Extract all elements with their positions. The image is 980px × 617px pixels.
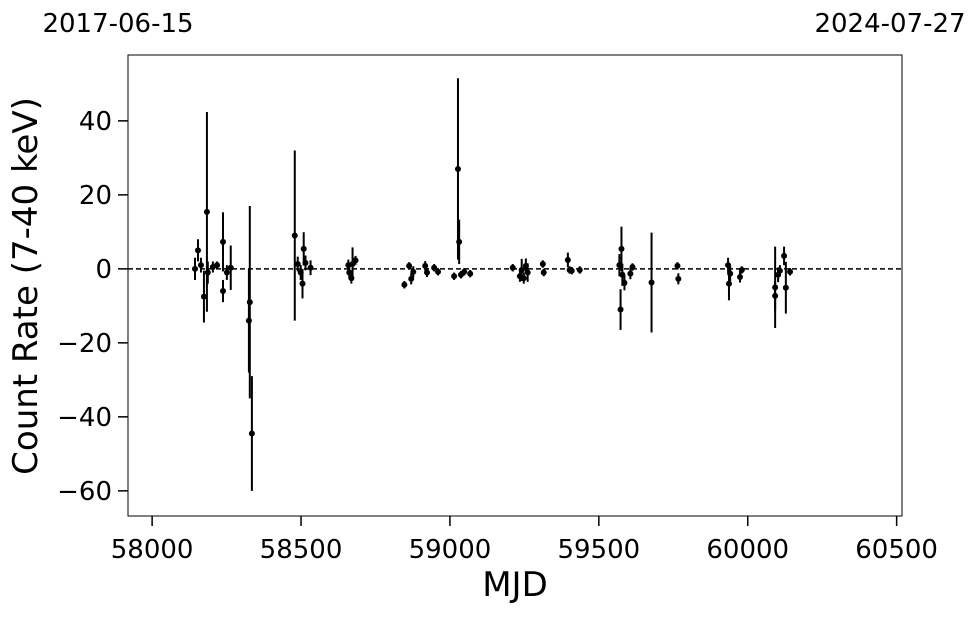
data-point bbox=[539, 261, 546, 268]
data-point bbox=[410, 268, 417, 275]
data-point bbox=[200, 293, 207, 300]
data-point bbox=[246, 299, 253, 306]
x-tick-label: 60000 bbox=[706, 535, 789, 565]
data-point bbox=[223, 269, 230, 276]
data-point bbox=[509, 264, 516, 271]
data-point bbox=[192, 265, 199, 272]
data-point bbox=[738, 266, 745, 273]
data-point bbox=[524, 269, 531, 276]
data-point bbox=[294, 261, 301, 268]
data-point bbox=[568, 267, 575, 274]
data-point bbox=[406, 262, 413, 269]
data-point bbox=[352, 257, 359, 264]
data-point bbox=[423, 269, 430, 276]
y-tick-label: 40 bbox=[79, 107, 112, 137]
data-point bbox=[422, 262, 429, 269]
data-point bbox=[727, 270, 734, 277]
data-point bbox=[576, 266, 583, 273]
data-point bbox=[307, 264, 314, 271]
data-point bbox=[675, 275, 682, 282]
data-point bbox=[618, 245, 625, 252]
x-tick-label: 60500 bbox=[855, 535, 938, 565]
plot-frame bbox=[127, 54, 903, 517]
data-point bbox=[674, 262, 681, 269]
data-point bbox=[781, 252, 788, 259]
data-point bbox=[461, 268, 468, 275]
data-point bbox=[725, 280, 732, 287]
data-point bbox=[648, 279, 655, 286]
data-point bbox=[299, 280, 306, 287]
data-point bbox=[248, 430, 255, 437]
data-point bbox=[203, 208, 210, 215]
data-point bbox=[401, 281, 408, 288]
data-point bbox=[227, 264, 234, 271]
top-date-label: 2017-06-15 bbox=[42, 9, 193, 39]
data-point bbox=[456, 238, 463, 245]
data-point bbox=[220, 288, 227, 295]
x-tick-label: 59000 bbox=[409, 535, 492, 565]
y-axis-label: Count Rate (7-40 keV) bbox=[6, 97, 46, 475]
data-point bbox=[776, 267, 783, 274]
data-point bbox=[220, 238, 227, 245]
y-tick-label: 0 bbox=[95, 255, 112, 285]
data-point bbox=[431, 264, 438, 271]
data-point bbox=[197, 262, 204, 269]
data-point bbox=[736, 273, 743, 280]
data-point bbox=[302, 259, 309, 266]
y-tick-label: 20 bbox=[79, 181, 112, 211]
data-point bbox=[629, 264, 636, 271]
data-point bbox=[451, 273, 458, 280]
data-point bbox=[627, 270, 634, 277]
x-tick-label: 58000 bbox=[111, 535, 194, 565]
data-point bbox=[204, 269, 211, 276]
data-point bbox=[214, 262, 221, 269]
data-point bbox=[300, 245, 307, 252]
top-date-label: 2024-07-27 bbox=[814, 9, 965, 39]
data-point bbox=[621, 279, 628, 286]
x-tick-label: 59500 bbox=[557, 535, 640, 565]
data-point bbox=[467, 270, 474, 277]
data-point bbox=[454, 165, 461, 172]
data-point bbox=[787, 268, 794, 275]
data-point bbox=[617, 306, 624, 313]
data-point bbox=[194, 247, 201, 254]
data-point bbox=[520, 275, 527, 282]
data-point bbox=[435, 268, 442, 275]
data-point bbox=[772, 292, 779, 299]
data-point bbox=[518, 266, 525, 273]
data-point bbox=[782, 284, 789, 291]
data-point bbox=[291, 232, 298, 239]
x-tick-label: 58500 bbox=[260, 535, 343, 565]
x-axis-label: MJD bbox=[482, 565, 548, 605]
y-tick-label: −60 bbox=[57, 477, 112, 507]
y-tick-label: −40 bbox=[57, 403, 112, 433]
data-point bbox=[564, 256, 571, 263]
y-tick-label: −20 bbox=[57, 329, 112, 359]
data-point bbox=[540, 269, 547, 276]
